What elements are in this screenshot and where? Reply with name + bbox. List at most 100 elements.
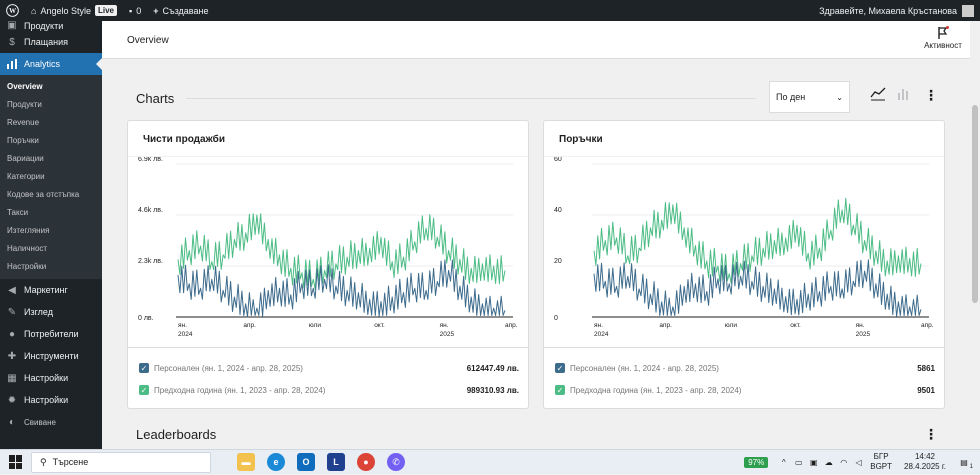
sidebar-item-settings-1[interactable]: ▦ Настройки xyxy=(0,367,102,389)
legend-item-current[interactable]: ✓ Персонален (ян. 1, 2024 - апр. 28, 202… xyxy=(139,361,519,375)
leaderboards-title: Leaderboards xyxy=(136,427,217,442)
collapse-menu-button[interactable]: ◐ Свиване xyxy=(0,411,102,433)
leaderboards-more-icon[interactable]: ⋮ xyxy=(924,426,938,442)
edge-icon[interactable]: e xyxy=(267,453,285,471)
new-content-link[interactable]: + Създаване xyxy=(147,0,214,21)
comments-link[interactable]: ▪ 0 xyxy=(123,0,147,21)
sidebar-item-users[interactable]: ● Потребители xyxy=(0,323,102,345)
legend-item-current[interactable]: ✓ Персонален (ян. 1, 2024 - апр. 28, 202… xyxy=(555,361,935,375)
checkbox-icon[interactable]: ✓ xyxy=(139,385,149,395)
analytics-header: Overview Активност xyxy=(102,21,970,59)
interval-value: По ден xyxy=(776,92,806,102)
submenu-categories[interactable]: Категории xyxy=(7,171,45,181)
submenu-settings[interactable]: Настройки xyxy=(7,261,47,271)
my-account[interactable]: Здравейте, Михаела Кръстанова xyxy=(819,4,980,17)
monitor-icon[interactable]: ▭ xyxy=(794,457,803,467)
brush-icon: ✎ xyxy=(7,306,17,318)
legend-divider xyxy=(128,347,528,348)
legend-label: Персонален (ян. 1, 2024 - апр. 28, 2025) xyxy=(154,363,303,373)
more-options-icon[interactable]: ⋮ xyxy=(924,87,938,103)
language-bottom: BGPT xyxy=(870,462,893,471)
sidebar-item-analytics[interactable]: Analytics xyxy=(0,53,102,75)
sidebar-item-label: Плащания xyxy=(24,37,69,47)
site-name-link[interactable]: ⌂ Angelo Style Live xyxy=(25,0,123,21)
battery-indicator[interactable]: 97% xyxy=(744,456,769,468)
display-icon[interactable]: ▣ xyxy=(809,457,818,467)
file-explorer-icon[interactable]: ▬ xyxy=(237,453,255,471)
card-divider xyxy=(128,156,528,157)
x-tick-label: апр. xyxy=(659,322,672,329)
current-series-line xyxy=(593,259,922,317)
legend-item-previous[interactable]: ✓ Предходна година (ян. 1, 2023 - апр. 2… xyxy=(555,383,935,397)
current-series-line xyxy=(177,259,506,318)
outlook-icon[interactable]: O xyxy=(297,453,315,471)
chart-card-net-sales: Чисти продажби 0 лв. 2.3k лв. 4.6k лв. 6.9k… xyxy=(127,120,529,409)
home-icon: ⌂ xyxy=(31,5,37,16)
y-tick-label: 0 лв. xyxy=(138,315,154,322)
legend-label: Предходна година (ян. 1, 2023 - апр. 28,… xyxy=(570,385,742,395)
volume-icon[interactable]: ◁ xyxy=(855,457,862,467)
sidebar-item-payments[interactable]: $ Плащания xyxy=(0,31,102,53)
sidebar-item-appearance[interactable]: ✎ Изглед xyxy=(0,301,102,323)
dollar-icon: $ xyxy=(9,36,15,48)
checkbox-icon[interactable]: ✓ xyxy=(139,363,149,373)
activity-panel-button[interactable]: Активност xyxy=(921,26,965,50)
l-app-icon[interactable]: L xyxy=(327,453,345,471)
legend-value: 5861 xyxy=(917,363,935,373)
x-tick-label: апр. xyxy=(505,322,518,329)
windows-start-icon[interactable] xyxy=(9,455,23,469)
analytics-submenu: Overview Продукти Revenue Поръчки Вариац… xyxy=(0,75,102,279)
x-tick-label: юли xyxy=(309,322,322,329)
x-year-label: 2025 xyxy=(856,331,871,338)
submenu-stock[interactable]: Наличност xyxy=(7,243,48,253)
scrollbar-thumb[interactable] xyxy=(972,105,978,303)
sidebar-item-products[interactable]: ▣ Продукти xyxy=(0,21,102,31)
submenu-downloads[interactable]: Изтегляния xyxy=(7,225,50,235)
new-content-label: Създаване xyxy=(162,5,209,16)
collapse-icon: ◐ xyxy=(8,416,16,428)
submenu-overview[interactable]: Overview xyxy=(7,81,43,91)
y-tick-label: 0 xyxy=(554,315,558,322)
line-chart-icon[interactable] xyxy=(870,85,886,101)
sidebar-item-marketing[interactable]: ◀ Маркетинг xyxy=(0,279,102,301)
search-icon: ⚲ xyxy=(40,456,47,467)
taskbar-clock[interactable]: 14:42 28.4.2025 г. xyxy=(904,452,946,472)
submenu-coupons[interactable]: Кодове за отстъпка xyxy=(7,189,80,199)
sidebar-item-settings-2[interactable]: ✹ Настройки xyxy=(0,389,102,411)
y-tick-label: 2.3k лв. xyxy=(138,258,163,265)
submenu-variations[interactable]: Вариации xyxy=(7,153,44,163)
checkbox-icon[interactable]: ✓ xyxy=(555,363,565,373)
chrome-icon[interactable]: ● xyxy=(357,453,375,471)
sidebar-item-label: Настройки xyxy=(24,395,69,405)
x-tick-label: апр. xyxy=(921,322,934,329)
submenu-products[interactable]: Продукти xyxy=(7,99,42,109)
chevron-up-icon[interactable]: ^ xyxy=(781,457,786,467)
sidebar-item-label: Продукти xyxy=(24,21,64,31)
windows-taskbar: ⚲ Търсене ▬ e O L ● ✆ 97% ^ ▭ ▣ ☁ ◠ ◁ БГ… xyxy=(0,449,980,474)
language-indicator[interactable]: БГР BGPT xyxy=(870,452,892,472)
viber-icon[interactable]: ✆ xyxy=(387,453,405,471)
x-tick-label: окт. xyxy=(790,322,801,329)
legend-value: 989310.93 лв. xyxy=(466,385,519,395)
x-year-label: 2024 xyxy=(594,331,609,338)
page-scrollbar[interactable] xyxy=(970,21,980,449)
legend-label: Предходна година (ян. 1, 2023 - апр. 28,… xyxy=(154,385,326,395)
bar-chart-toggle-icon[interactable] xyxy=(896,85,912,101)
comment-icon: ▪ xyxy=(129,5,133,16)
cloud-icon[interactable]: ☁ xyxy=(824,457,833,467)
submenu-orders[interactable]: Поръчки xyxy=(7,135,39,145)
submenu-revenue[interactable]: Revenue xyxy=(7,117,40,127)
wordpress-logo-icon[interactable]: W xyxy=(0,0,25,21)
system-tray: 97% ^ ▭ ▣ ☁ ◠ ◁ БГР BGPT 14:42 28.4.2025… xyxy=(744,450,980,475)
flag-icon xyxy=(937,26,949,40)
interval-select[interactable]: По ден ⌄ xyxy=(769,81,850,113)
taskbar-search[interactable]: ⚲ Търсене xyxy=(31,451,211,473)
notifications-icon[interactable]: ▤ 1 xyxy=(960,457,973,470)
legend-item-previous[interactable]: ✓ Предходна година (ян. 1, 2023 - апр. 2… xyxy=(139,383,519,397)
clock-time: 14:42 xyxy=(914,452,936,461)
sidebar-item-tools[interactable]: ✚ Инструменти xyxy=(0,345,102,367)
legend-value: 9501 xyxy=(917,385,935,395)
submenu-taxes[interactable]: Такси xyxy=(7,207,29,217)
wifi-icon[interactable]: ◠ xyxy=(840,457,848,467)
checkbox-icon[interactable]: ✓ xyxy=(555,385,565,395)
